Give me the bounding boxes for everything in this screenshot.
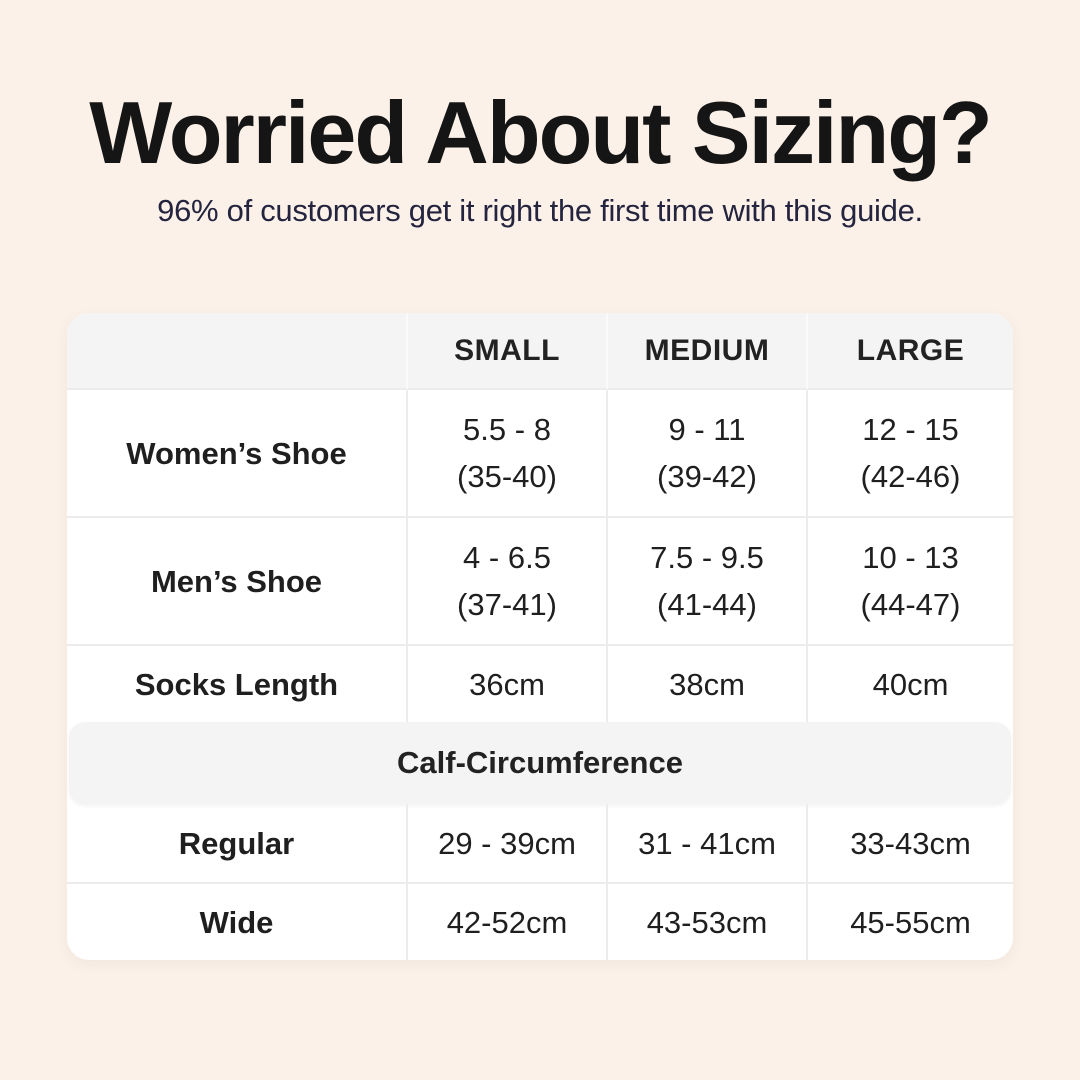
column-header-large-label: LARGE: [856, 334, 965, 367]
cell-socks-length-small: 36cm: [408, 646, 608, 722]
page-subtitle: 96% of customers get it right the first …: [157, 192, 923, 228]
cell-wide-large: 45-55cm: [850, 904, 971, 940]
column-header-small: SMALL: [408, 313, 608, 390]
page-title: Worried About Sizing?: [89, 83, 992, 182]
cell-regular-medium: 31 - 41cm: [608, 804, 808, 884]
cell-womens-shoe-large: 12 - 15 (42-46): [808, 390, 1013, 518]
cell-wide-medium: 43-53cm: [608, 884, 808, 960]
row-label-regular: Regular: [67, 804, 408, 884]
column-header-medium-label: MEDIUM: [644, 334, 770, 367]
size-chart-table: SMALL MEDIUM LARGE Women’s Shoe 5.5 - 8(…: [67, 313, 1013, 960]
cell-regular-small: 29 - 39cm: [408, 804, 608, 884]
cell-womens-shoe-medium: 9 - 11 (39-42): [608, 390, 808, 518]
section-header-calf-circumference: Calf-Circumference: [69, 722, 1011, 804]
cell-regular-large: 33-43cm: [808, 804, 1013, 884]
cell-mens-shoe-medium: 7.5 - 9.5 (41-44): [608, 518, 808, 646]
row-label-socks-length: Socks Length: [67, 646, 408, 722]
cell-mens-shoe-large: 10 - 13 (44-47): [808, 518, 1013, 646]
column-header-blank: [67, 313, 408, 390]
cell-wide-small: 42-52cm: [408, 884, 608, 960]
column-header-small-label: SMALL: [454, 334, 560, 367]
row-label-wide: Wide: [67, 884, 408, 960]
column-header-medium: MEDIUM: [608, 313, 808, 390]
row-label-mens-shoe: Men’s Shoe: [67, 518, 408, 646]
row-label-womens-shoe: Women’s Shoe: [67, 390, 408, 518]
column-header-large: LARGE: [808, 313, 1013, 390]
cell-socks-length-medium: 38cm: [608, 646, 808, 722]
cell-mens-shoe-small: 4 - 6.5 (37-41): [408, 518, 608, 646]
cell-womens-shoe-small: 5.5 - 8 (35-40): [408, 390, 608, 518]
cell-socks-length-large: 40cm: [872, 666, 949, 702]
